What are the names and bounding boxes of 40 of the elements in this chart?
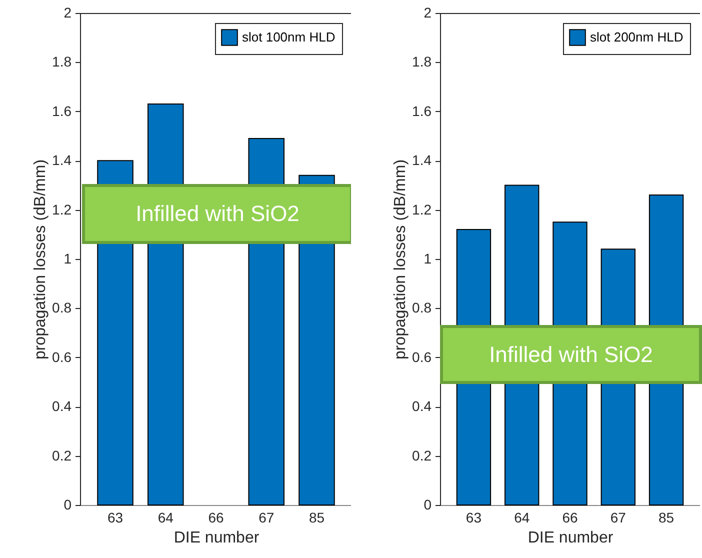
x-tick-label: 64: [514, 510, 530, 526]
x-tick-label: 67: [258, 510, 274, 526]
y-tick-label: 0.2: [412, 447, 432, 464]
y-tick-label: 1.4: [52, 152, 72, 168]
y-tick-label: 1.6: [52, 102, 72, 119]
annotation: Infilled with SiO2: [136, 201, 300, 227]
y-tick-label: 1.6: [412, 102, 432, 119]
y-tick-label: 0.6: [412, 348, 432, 365]
x-tick-label: 67: [610, 510, 626, 526]
y-axis-title: propagation losses (dB/mm): [32, 159, 50, 360]
y-tick-label: 1.2: [412, 201, 432, 218]
x-axis-title: DIE number: [528, 530, 614, 546]
y-tick-label: 0: [64, 496, 72, 512]
y-tick-label: 0.6: [52, 348, 72, 365]
x-tick-label: 66: [208, 510, 224, 526]
legend-label: slot 200nm HLD: [590, 30, 684, 44]
x-tick-label: 63: [466, 510, 482, 526]
annotation: Infilled with SiO2: [489, 342, 653, 368]
y-tick-label: 0.4: [52, 398, 72, 414]
x-tick-label: 63: [107, 510, 124, 526]
y-tick-label: 1: [424, 250, 432, 266]
x-tick-label: 66: [562, 510, 578, 526]
y-tick-label: 2: [64, 4, 72, 20]
y-tick-label: 0.8: [52, 300, 72, 316]
y-tick-label: 0: [424, 496, 432, 512]
y-tick-label: 1: [64, 250, 72, 266]
x-tick-label: 85: [658, 510, 674, 526]
x-axis-title: DIE number: [174, 530, 260, 546]
x-tick-label: 85: [308, 510, 325, 526]
y-tick-label: 0.4: [412, 398, 432, 414]
y-axis-title: propagation losses (dB/mm): [392, 159, 410, 360]
y-tick-label: 1.4: [412, 152, 432, 168]
legend-label: slot 100nm HLD: [242, 30, 336, 44]
y-tick-label: 1.8: [52, 54, 72, 70]
y-tick-label: 2: [424, 4, 432, 20]
y-tick-label: 0.2: [52, 447, 72, 464]
y-tick-label: 0.8: [412, 300, 432, 316]
x-tick-label: 64: [158, 510, 174, 526]
y-tick-label: 1.2: [52, 201, 72, 218]
y-tick-label: 1.8: [412, 54, 432, 70]
